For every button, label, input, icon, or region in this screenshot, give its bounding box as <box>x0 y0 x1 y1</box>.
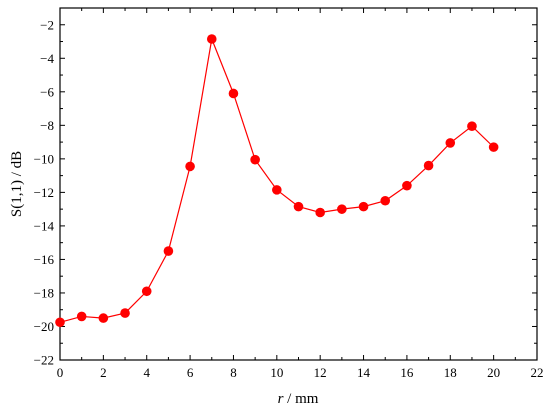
y-tick-label: −22 <box>34 353 54 368</box>
data-point <box>272 185 282 195</box>
series-layer <box>55 34 499 328</box>
x-tick-label: 12 <box>314 365 327 380</box>
data-point <box>185 161 195 172</box>
x-axis-title-italic: r <box>278 391 284 407</box>
data-point <box>206 34 217 44</box>
x-tick-label: 6 <box>187 365 194 380</box>
x-tick-label: 22 <box>531 365 544 380</box>
data-point <box>445 138 456 148</box>
data-point <box>98 313 109 323</box>
y-tick-label: −20 <box>34 319 54 334</box>
data-point <box>423 160 434 171</box>
data-point <box>358 201 369 212</box>
data-point <box>467 121 477 131</box>
data-point <box>250 154 260 165</box>
axis-tick-labels: 0 2 4 6 8 10 12 14 16 18 20 22 −22 −20 −18 −16 −14 −12 −10… <box>34 17 544 380</box>
data-point <box>141 286 152 297</box>
x-axis-title-rest: / mm <box>283 391 318 407</box>
x-axis-title: r / mm <box>278 391 319 407</box>
x-tick-label: 20 <box>487 365 500 380</box>
data-point <box>315 207 325 218</box>
data-point <box>380 195 391 206</box>
y-tick-label: −2 <box>40 17 54 32</box>
x-tick-label: 2 <box>100 365 107 380</box>
x-tick-label: 14 <box>357 365 371 380</box>
data-point <box>55 317 65 328</box>
y-tick-label: −4 <box>40 51 54 66</box>
y-tick-label: −12 <box>34 185 54 200</box>
data-point <box>402 180 412 191</box>
series-line <box>59 36 495 323</box>
x-tick-label: 18 <box>444 365 457 380</box>
y-tick-label: −18 <box>34 285 54 300</box>
y-tick-label: −14 <box>34 218 55 233</box>
data-point <box>293 201 304 212</box>
data-point <box>120 308 130 318</box>
data-point <box>76 311 87 322</box>
data-point <box>337 204 347 214</box>
x-tick-label: 0 <box>57 365 64 380</box>
y-tick-label: −6 <box>40 84 54 99</box>
data-point <box>228 88 239 99</box>
y-tick-label: −16 <box>34 252 55 267</box>
x-tick-label: 16 <box>400 365 414 380</box>
y-tick-label: −8 <box>40 118 54 133</box>
x-tick-label: 8 <box>230 365 237 380</box>
x-tick-label: 10 <box>270 365 283 380</box>
y-tick-label: −10 <box>34 151 54 166</box>
axis-ticks <box>59 8 538 361</box>
data-point <box>488 142 499 152</box>
y-axis-title: S(1,1) / dB <box>9 151 25 217</box>
x-tick-label: 4 <box>143 365 150 380</box>
data-point <box>163 246 174 256</box>
